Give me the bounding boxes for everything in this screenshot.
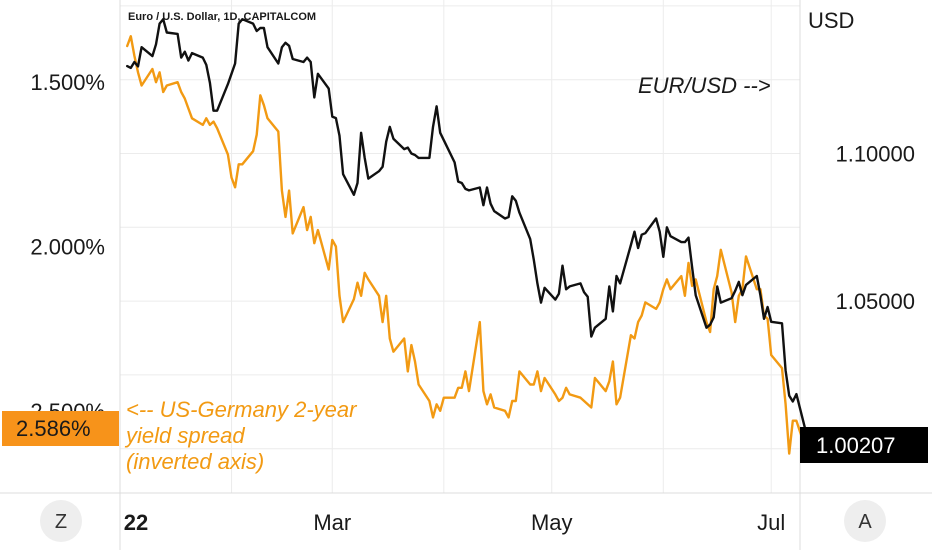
chart-title: Euro / U.S. Dollar, 1D, CAPITALCOM xyxy=(128,11,316,23)
left-tick-label-0: 1.500% xyxy=(30,70,105,95)
unit-label-bg xyxy=(803,0,932,36)
spread-annotation-line1: <-- US-Germany 2-year xyxy=(126,397,358,422)
x-tick-label-0: 22 xyxy=(124,510,148,535)
x-tick-label-3: Jul xyxy=(757,510,785,535)
spread-annotation-line2: yield spread xyxy=(124,423,245,448)
auto-scale-button-label: A xyxy=(858,511,872,533)
spread-annotation-line3: (inverted axis) xyxy=(126,449,264,474)
left-tick-label-1: 2.000% xyxy=(30,235,105,260)
auto-scale-button[interactable]: A xyxy=(844,500,886,542)
left-last-value-badge xyxy=(2,411,119,446)
eurusd-annotation: EUR/USD --> xyxy=(638,73,771,98)
right-last-value-badge xyxy=(800,427,928,463)
eurusd-series-line xyxy=(125,18,812,444)
right-last-value-text: 1.00207 xyxy=(816,433,896,458)
x-tick-label-2: May xyxy=(531,510,573,535)
x-tick-label-1: Mar xyxy=(313,510,351,535)
right-axis-unit: USD xyxy=(808,8,854,33)
scale-left-button-label: Z xyxy=(55,511,67,533)
scale-left-button[interactable]: Z xyxy=(40,500,82,542)
right-tick-label-2: 1.05000 xyxy=(835,289,915,314)
left-last-value-text: 2.586% xyxy=(16,416,91,441)
series-layer xyxy=(125,18,812,455)
x-axis-ticks: 22 Mar May Jul xyxy=(124,510,786,535)
right-tick-label-1: 1.10000 xyxy=(835,142,915,167)
